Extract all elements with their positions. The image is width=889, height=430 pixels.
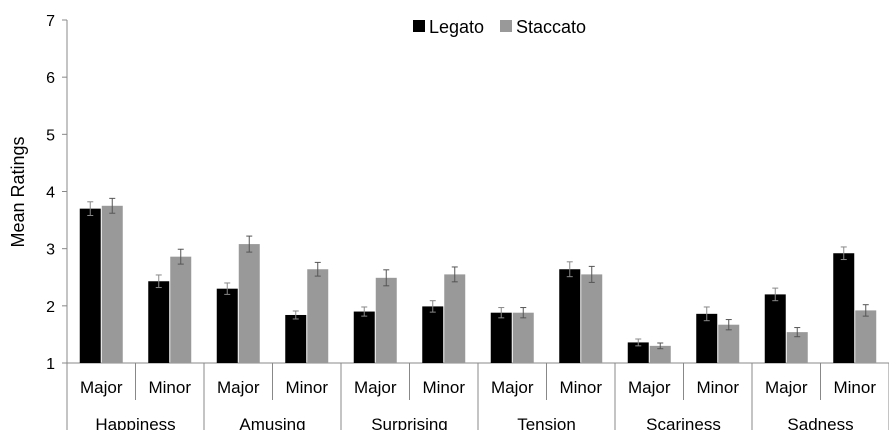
bar-staccato [649,345,671,363]
bar-legato [148,281,170,363]
bar-staccato [581,274,603,363]
bar-staccato [170,256,192,363]
y-tick-label: 5 [46,127,55,144]
legend: Legato Staccato [413,17,586,37]
bar-legato [353,311,375,363]
plot-area: 1 2 3 4 5 6 7 Major Minor Major Minor Major Minor Maj… [46,13,889,430]
bar-legato [764,294,786,363]
bar-legato [79,208,101,363]
category-label: Major [628,378,671,397]
category-label: Minor [696,378,739,397]
bar-staccato [101,205,123,363]
group-label: Tension [517,415,576,430]
y-tick-label: 7 [46,13,55,30]
bar-staccato [786,332,808,363]
legend-label-staccato: Staccato [516,17,586,37]
bar-staccato [718,324,740,363]
bar-staccato [512,312,534,363]
category-label: Minor [422,378,465,397]
group-label: Amusing [239,415,305,430]
group-label: Surprising [371,415,448,430]
bar-legato [285,314,307,363]
y-tick-label: 3 [46,242,55,259]
bar-staccato [855,310,877,363]
bar-legato [696,313,718,363]
legend-swatch-legato [413,20,425,32]
y-tick-label: 4 [46,185,55,202]
bar-staccato [375,277,397,363]
legend-label-legato: Legato [429,17,484,37]
category-label: Major [217,378,260,397]
bar-legato [627,342,649,363]
bar-staccato [444,274,466,363]
category-label: Minor [148,378,191,397]
bar-staccato [307,269,329,363]
category-label: Major [354,378,397,397]
y-tick-label: 2 [46,299,55,316]
category-label: Major [491,378,534,397]
group-label: Sadness [787,415,853,430]
category-label: Major [80,378,123,397]
bar-legato [833,253,855,363]
group-label: Scariness [646,415,721,430]
y-tick-label: 6 [46,70,55,87]
bar-legato [216,288,238,363]
bar-legato [559,269,581,363]
y-tick-label: 1 [46,356,55,373]
category-label: Major [765,378,808,397]
legend-swatch-staccato [500,20,512,32]
group-label: Happiness [95,415,175,430]
bar-staccato [238,244,260,363]
category-label: Minor [285,378,328,397]
category-label: Minor [559,378,602,397]
y-axis-title: Mean Ratings [8,136,28,247]
category-label: Minor [833,378,876,397]
bar-legato [490,312,512,363]
bar-legato [422,306,444,363]
